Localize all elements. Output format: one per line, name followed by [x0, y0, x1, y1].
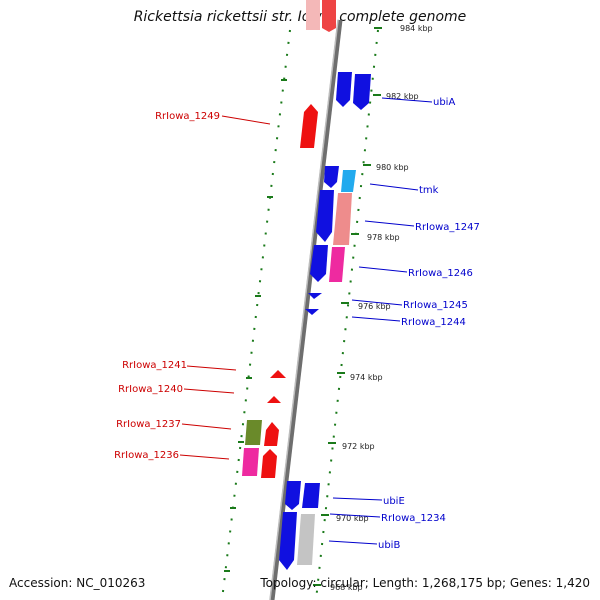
tick-label: 978 kbp	[367, 233, 400, 242]
left-label-connectors	[179, 115, 271, 460]
gene-label: RrIowa_1249	[155, 111, 220, 122]
gene-ubiA	[336, 72, 371, 110]
gene-ubiE	[285, 481, 320, 510]
left-gene-labels: RrIowa_1249 RrIowa_1241 RrIowa_1240 RrIo…	[114, 111, 220, 461]
tick-label: 982 kbp	[386, 92, 419, 101]
gene-RrIowa-1240	[267, 396, 281, 403]
gene-RrIowa-1234	[279, 512, 315, 570]
gene-label: RrIowa_1236	[114, 450, 179, 461]
scale-ticks	[313, 27, 382, 586]
tick-label: 968 kbp	[330, 583, 363, 592]
chromosome-backbone	[269, 19, 343, 600]
topology-text: Topology: circular; Length: 1,268,175 bp…	[260, 576, 590, 590]
gene-RrIowa-1244	[305, 309, 319, 315]
scale-tick-labels: 984 kbp 982 kbp 980 kbp 978 kbp 976 kbp …	[330, 24, 433, 592]
gene-label: tmk	[419, 185, 439, 196]
tick-label: 984 kbp	[400, 24, 433, 33]
gene-RrIowa-1245	[308, 293, 322, 299]
gene-label: RrIowa_1244	[401, 317, 466, 328]
accession-text: Accession: NC_010263	[9, 576, 146, 590]
gene-top-fragments	[306, 0, 336, 32]
gene-label: RrIowa_1240	[118, 384, 183, 395]
gene-RrIowa-1247	[316, 190, 352, 245]
chromosome-backbone-highlight	[269, 19, 339, 600]
tick-label: 974 kbp	[350, 373, 383, 382]
right-label-connectors	[328, 97, 433, 545]
tick-label: 972 kbp	[342, 442, 375, 451]
gene-label: RrIowa_1237	[116, 419, 181, 430]
map-title: Rickettsia rickettsii str. Iowa, complet…	[133, 9, 467, 25]
gene-tmk	[324, 166, 356, 192]
gene-label: RrIowa_1247	[415, 222, 480, 233]
gene-label: ubiA	[433, 97, 455, 108]
gene-label: ubiE	[383, 496, 405, 507]
gene-label: RrIowa_1241	[122, 360, 187, 371]
gene-label: ubiB	[378, 540, 400, 551]
gene-label: RrIowa_1234	[381, 513, 446, 524]
gene-RrIowa-1237	[245, 420, 279, 446]
left-ring-ticks	[224, 79, 287, 572]
gene-label: RrIowa_1245	[403, 300, 468, 311]
gene-RrIowa-1249	[300, 104, 318, 148]
tick-label: 970 kbp	[336, 514, 369, 523]
gene-RrIowa-1246	[310, 245, 345, 282]
gene-label: RrIowa_1246	[408, 268, 473, 279]
tick-label: 976 kbp	[358, 302, 391, 311]
right-gene-labels: ubiA tmk RrIowa_1247 RrIowa_1246 RrIowa_…	[378, 97, 480, 551]
tick-label: 980 kbp	[376, 163, 409, 172]
gene-RrIowa-1236	[242, 448, 277, 478]
gene-RrIowa-1241	[270, 370, 286, 378]
